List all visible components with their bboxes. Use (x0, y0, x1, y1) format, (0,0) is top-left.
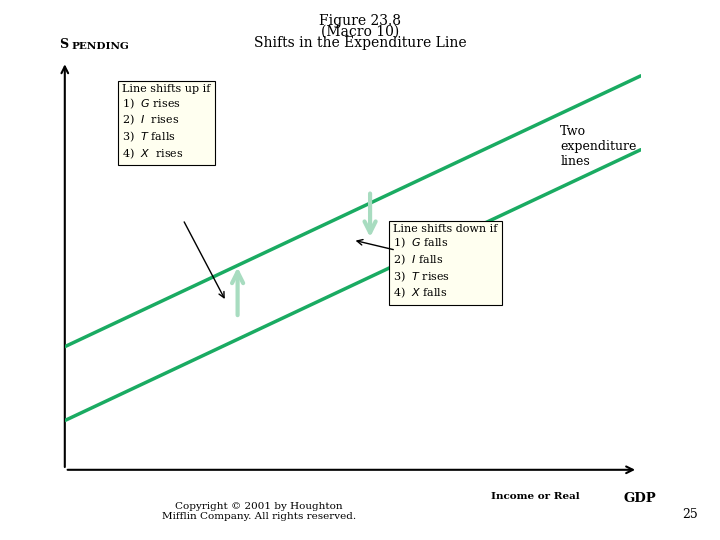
Text: GDP: GDP (624, 492, 656, 505)
Text: S: S (59, 38, 68, 51)
Text: PENDING: PENDING (72, 42, 130, 51)
Text: (Macro 10): (Macro 10) (321, 24, 399, 38)
Text: Line shifts down if
1)  $G$ falls
2)  $I$ falls
3)  $T$ rises
4)  $X$ falls: Line shifts down if 1) $G$ falls 2) $I$ … (393, 224, 498, 300)
Text: Income or Real: Income or Real (491, 492, 583, 501)
Text: Copyright © 2001 by Houghton
Mifflin Company. All rights reserved.: Copyright © 2001 by Houghton Mifflin Com… (162, 502, 356, 521)
Text: 25: 25 (683, 508, 698, 521)
Text: Shifts in the Expenditure Line: Shifts in the Expenditure Line (253, 36, 467, 50)
Text: Figure 23.8: Figure 23.8 (319, 14, 401, 28)
Text: Line shifts up if
1)  $G$ rises
2)  $I$  rises
3)  $T$ falls
4)  $X$  rises: Line shifts up if 1) $G$ rises 2) $I$ ri… (122, 84, 211, 160)
Text: Two
expenditure
lines: Two expenditure lines (560, 125, 636, 168)
